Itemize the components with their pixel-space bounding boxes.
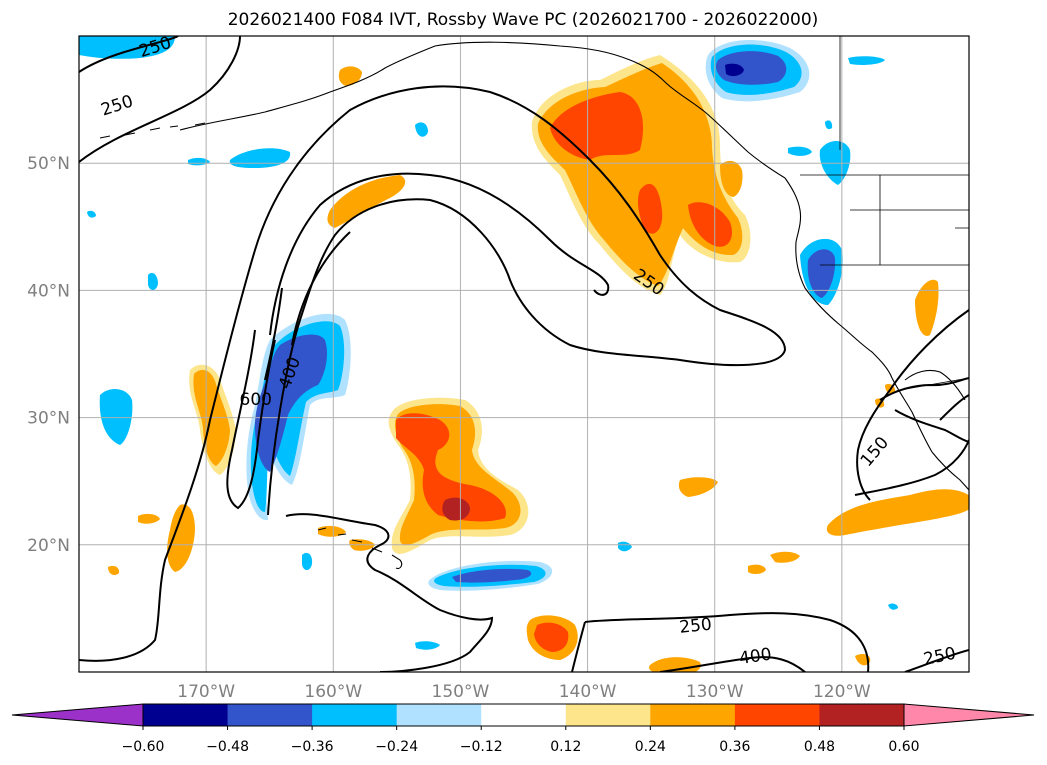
colorbar-tick-label: −0.36 — [291, 739, 334, 755]
lat-tick-label: 20°N — [27, 536, 70, 556]
anomaly-california-coast — [915, 279, 939, 336]
anomaly-central-pacific-strong — [396, 413, 506, 522]
ivt-contour-250-southeast — [571, 612, 870, 672]
colorbar-tick-label: −0.60 — [122, 739, 165, 755]
anomaly-neg-alaska-peak — [725, 63, 744, 77]
anomaly-cell-e — [338, 66, 362, 86]
anomaly-neg-h — [302, 552, 313, 571]
ivt-contour-400-inner — [264, 231, 351, 381]
colorbar-segment — [819, 704, 905, 726]
colorbar-segment — [565, 704, 651, 726]
colorbar-segment — [396, 704, 482, 726]
anomaly-neg-i — [618, 541, 632, 552]
anomaly-baja-band — [826, 489, 969, 536]
anomaly-neg-j — [415, 641, 440, 650]
lon-tick-label: 140°W — [559, 682, 617, 702]
anomaly-north-pacific-band — [327, 175, 406, 228]
anomaly-neg-c — [848, 56, 885, 65]
ivt-contour-250-main — [79, 85, 787, 662]
baja-coastline — [891, 377, 933, 453]
anomaly-west-cell-a — [167, 504, 195, 572]
colorbar-segment — [312, 704, 398, 726]
colorbar-extend-min — [11, 703, 144, 727]
anomaly-cell-k — [108, 565, 120, 575]
ivt-contour-400-southeast — [659, 656, 806, 672]
anomaly-neg-nw-corner — [79, 36, 175, 59]
colorbar-segment — [481, 704, 567, 726]
ivt-negative-anomalies — [79, 36, 898, 650]
colorbar-frame — [142, 703, 905, 727]
anomaly-neg-l — [825, 120, 833, 130]
bc-coastline — [784, 177, 802, 243]
contour-label: 250 — [678, 615, 712, 638]
anomaly-neg-alaska-strong — [716, 51, 787, 85]
lon-tick-label: 130°W — [686, 682, 744, 702]
colorbar-tick-label: 0.60 — [888, 739, 919, 755]
lat-tick-label: 30°N — [27, 409, 70, 429]
lon-tick-label: 150°W — [432, 682, 490, 702]
lon-tick-label: 170°W — [177, 682, 235, 702]
aleutian-islands — [99, 122, 206, 139]
ivt-contour-mexico — [856, 309, 969, 501]
colorbar-extend-max — [903, 703, 1035, 727]
ivt-contour-600 — [226, 329, 276, 510]
ivt-contour-250-south — [285, 513, 494, 672]
lon-tick-label: 160°W — [304, 682, 362, 702]
lat-tick-label: 50°N — [27, 154, 70, 174]
anomaly-neg-e — [415, 122, 428, 137]
colorbar-tick-label: −0.24 — [375, 739, 418, 755]
us-west-coastline — [795, 241, 893, 379]
anomaly-neg-k — [87, 210, 96, 218]
anomaly-cell-g — [770, 551, 800, 563]
colorbar-segment — [734, 704, 820, 726]
colorbar: −0.60 −0.48 −0.36 −0.24 −0.12 0.12 0.24 0.36 0.4… — [11, 703, 1035, 755]
graticule — [79, 36, 969, 672]
anomaly-neg-g — [148, 272, 158, 291]
anomaly-central-pacific-peak — [442, 497, 470, 521]
colorbar-tick-label: 0.24 — [635, 739, 666, 755]
anomaly-cell-i — [138, 513, 160, 524]
colorbar-tick-label: 0.12 — [550, 739, 581, 755]
anomaly-neg-central-strong — [254, 334, 328, 472]
ivt-contours — [79, 36, 969, 672]
lat-tick-label: 40°N — [27, 281, 70, 301]
axis-labels: 170°W 160°W 150°W 140°W 130°W 120°W 20°N 30°N 40… — [27, 154, 871, 702]
anomaly-cell-h — [748, 564, 766, 575]
colorbar-tick-label: 0.36 — [719, 739, 750, 755]
anomaly-neg-california-strong — [807, 249, 836, 298]
lon-tick-label: 120°W — [813, 682, 871, 702]
ivt-contour-150-east — [879, 377, 969, 443]
anomaly-cell-b — [678, 477, 718, 497]
contour-label: 600 — [240, 390, 272, 410]
colorbar-tick-label: 0.48 — [804, 739, 835, 755]
anomaly-neg-west — [99, 388, 133, 445]
colorbar-segment — [650, 704, 736, 726]
anomaly-south-central-strong — [534, 622, 569, 652]
colorbar-segment — [227, 704, 313, 726]
hawaii-islands — [317, 527, 403, 569]
plot-title: 2026021400 F084 IVT, Rossby Wave PC (202… — [228, 10, 819, 30]
ivt-contour-250-northwest — [79, 36, 241, 163]
anomaly-neg-m — [888, 603, 898, 610]
ivt-contour-250-loop — [269, 172, 610, 336]
colorbar-segment — [143, 704, 229, 726]
colorbar-tick-label: −0.12 — [460, 739, 503, 755]
ivt-contour-250-east — [854, 439, 969, 672]
contour-label: 400 — [738, 645, 773, 669]
colorbar-tick-label: −0.48 — [206, 739, 249, 755]
state-borders — [820, 175, 969, 266]
anomaly-alaska-coast-strong — [550, 92, 733, 247]
anomaly-neg-southern-strong — [452, 568, 532, 583]
map-frame — [78, 35, 970, 673]
alaska-coastline — [179, 41, 786, 179]
ivt-contour-250-corner — [79, 36, 179, 73]
anomaly-neg-d — [788, 146, 812, 156]
anomaly-cell-d — [720, 160, 743, 197]
coastlines — [99, 36, 969, 569]
